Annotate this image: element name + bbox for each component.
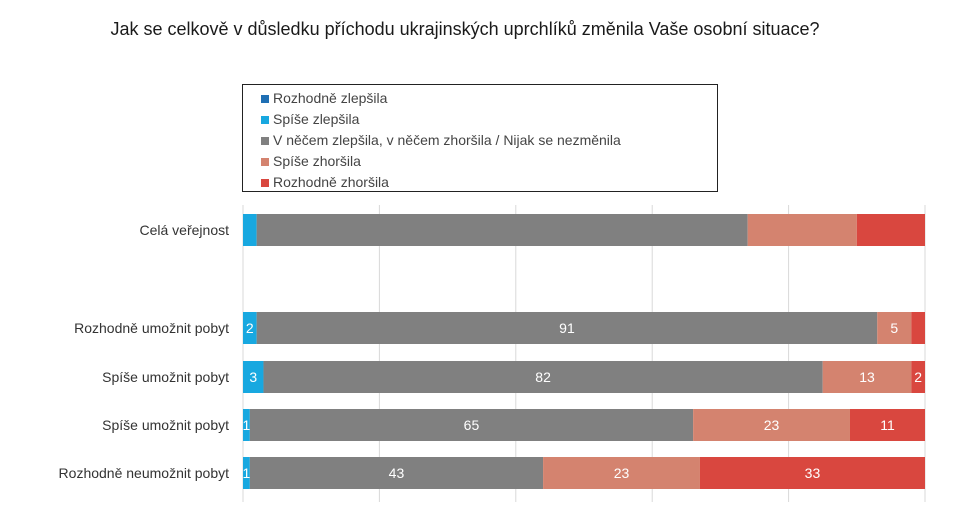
- legend-label-spise-zhorsila: Spíše zhoršila: [273, 153, 361, 169]
- legend-swatch-rozhodne-zhorsila: [261, 179, 269, 187]
- legend-item-spise-zlepsila: Spíše zlepšila: [261, 109, 717, 130]
- data-label: 5: [890, 320, 898, 336]
- legend-label-rozhodne-zhorsila: Rozhodně zhoršila: [273, 174, 389, 190]
- category-label: Celá veřejnost: [140, 222, 230, 238]
- bar-segment: [243, 409, 250, 441]
- data-label: 33: [805, 465, 821, 481]
- chart-title: Jak se celkově v důsledku příchodu ukraj…: [110, 19, 820, 39]
- bar-segment: [243, 312, 257, 344]
- bar-segment: [911, 312, 925, 344]
- bar-segment: [249, 457, 544, 489]
- data-label: 82: [535, 369, 551, 385]
- legend-swatch-neutral: [261, 137, 269, 145]
- legend-item-spise-zhorsila: Spíše zhoršila: [261, 151, 717, 172]
- legend: Rozhodně zlepšila Spíše zlepšila V něčem…: [242, 84, 718, 192]
- data-label: 1: [243, 417, 251, 433]
- legend-item-neutral: V něčem zlepšila, v něčem zhoršila / Nij…: [261, 130, 717, 151]
- data-label: 11: [880, 417, 895, 433]
- data-label: 13: [859, 369, 875, 385]
- bar-segment: [856, 214, 925, 246]
- data-label: 2: [246, 320, 254, 336]
- bar-segment: [822, 361, 912, 393]
- legend-item-rozhodne-zhorsila: Rozhodně zhoršila: [261, 172, 717, 193]
- bar-segment: [249, 409, 694, 441]
- data-label: 3: [249, 369, 257, 385]
- bar-segment: [693, 409, 850, 441]
- category-label: Rozhodně neumožnit pobyt: [59, 465, 230, 481]
- bar-segment: [256, 312, 878, 344]
- data-label: 91: [559, 320, 575, 336]
- data-label: 43: [389, 465, 405, 481]
- bar-segment: [747, 214, 857, 246]
- legend-item-rozhodne-zlepsila: Rozhodně zlepšila: [261, 88, 717, 109]
- bar-segment: [243, 214, 257, 246]
- data-label: 23: [614, 465, 630, 481]
- legend-label-rozhodne-zlepsila: Rozhodně zlepšila: [273, 90, 388, 106]
- data-label: 2: [914, 369, 922, 385]
- bar-segment: [243, 361, 264, 393]
- data-label: 23: [764, 417, 780, 433]
- data-label: 65: [464, 417, 480, 433]
- bar-segment: [543, 457, 700, 489]
- bar-segment: [911, 361, 925, 393]
- category-label: Spíše umožnit pobyt: [102, 417, 229, 433]
- bar-segment: [699, 457, 925, 489]
- legend-swatch-spise-zhorsila: [261, 158, 269, 166]
- legend-swatch-rozhodne-zlepsila: [261, 95, 269, 103]
- bar-segment: [877, 312, 912, 344]
- legend-swatch-spise-zlepsila: [261, 116, 269, 124]
- bar-segment: [263, 361, 823, 393]
- category-label: Spíše umožnit pobyt: [102, 369, 229, 385]
- legend-label-spise-zlepsila: Spíše zlepšila: [273, 111, 360, 127]
- bar-segment: [256, 214, 748, 246]
- data-label: 1: [243, 465, 251, 481]
- legend-label-neutral: V něčem zlepšila, v něčem zhoršila / Nij…: [273, 132, 621, 148]
- category-label: Rozhodně umožnit pobyt: [74, 320, 229, 336]
- bar-segment: [849, 409, 925, 441]
- bar-segment: [243, 457, 250, 489]
